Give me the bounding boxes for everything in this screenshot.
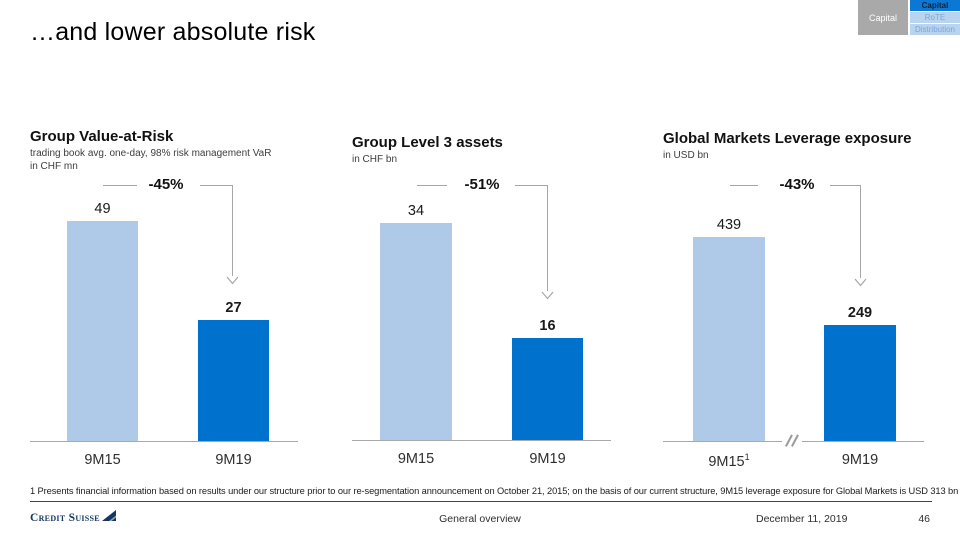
tab-rote[interactable]: RoTE — [910, 12, 960, 23]
x-label-9m15: 9M15 — [397, 451, 435, 467]
footnote-marker: 1 — [744, 452, 750, 462]
bar-9m15 — [67, 221, 138, 441]
sail-icon — [101, 510, 116, 521]
arrow-down-icon — [541, 291, 554, 300]
agenda-tab-list: Capital RoTE Distribution — [910, 0, 960, 36]
delta-line-left — [103, 185, 137, 186]
brand-logo: Credit Suisse — [30, 510, 117, 525]
bar-9m15 — [380, 223, 452, 440]
brand-logo-text: Credit Suisse — [30, 512, 100, 524]
value-label-9m19: 16 — [539, 318, 556, 334]
bar-9m19 — [512, 338, 583, 440]
delta-line-left — [730, 185, 758, 186]
chart-title: Global Markets Leverage exposure — [663, 130, 912, 147]
plot-area: 34 16 — [352, 134, 611, 441]
chart-title: Group Level 3 assets — [352, 134, 503, 151]
value-label-9m15: 34 — [407, 203, 425, 219]
bar-9m19 — [824, 325, 896, 441]
delta-line-left — [417, 185, 447, 186]
value-label-9m15: 49 — [94, 201, 111, 217]
chart-group-value-at-risk: Group Value-at-Risk trading book avg. on… — [30, 128, 302, 490]
value-label-9m19: 27 — [225, 300, 242, 316]
chart-unit: in CHF bn — [352, 154, 398, 165]
x-label-9m19: 9M19 — [841, 452, 879, 468]
delta-line-vertical — [232, 185, 233, 276]
tab-distribution-label: Distribution — [914, 25, 955, 34]
tab-rote-label: RoTE — [924, 13, 946, 22]
x-label-9m15: 9M151 — [693, 452, 765, 470]
chart-unit: in USD bn — [663, 150, 709, 161]
x-label-9m19: 9M19 — [215, 452, 252, 468]
delta-label: -45% — [148, 176, 184, 193]
delta-line-vertical — [860, 185, 861, 278]
bar-9m15 — [693, 237, 765, 441]
chart-gm-leverage-exposure: Global Markets Leverage exposure in USD … — [663, 130, 929, 490]
arrow-down-icon — [226, 276, 239, 285]
chart-title: Group Value-at-Risk — [30, 128, 174, 145]
delta-label: -43% — [779, 176, 815, 193]
page-title: …and lower absolute risk — [30, 18, 316, 46]
delta-line-right — [200, 185, 233, 186]
value-label-9m19: 249 — [847, 305, 873, 321]
axis-break-icon — [782, 433, 802, 449]
chart-group-level3-assets: Group Level 3 assets in CHF bn 34 16 9M1… — [352, 134, 616, 490]
x-label-9m15: 9M15 — [84, 452, 121, 468]
tab-capital[interactable]: Capital — [910, 0, 960, 11]
tab-capital-label: Capital — [921, 1, 949, 10]
chart-subtitle: trading book avg. one-day, 98% risk mana… — [30, 148, 272, 159]
arrow-down-icon — [854, 278, 867, 287]
x-label-text: 9M15 — [708, 453, 745, 470]
x-label-9m19: 9M19 — [529, 451, 566, 467]
footer-section: General overview — [439, 513, 521, 525]
footer-date: December 11, 2019 — [756, 513, 848, 525]
delta-line-right — [515, 185, 547, 186]
section-indicator-capital: Capital — [858, 0, 908, 35]
tab-distribution[interactable]: Distribution — [910, 24, 960, 35]
plot-area: 49 27 — [30, 128, 298, 442]
value-label-9m15: 439 — [716, 217, 742, 233]
chart-unit: in CHF mn — [30, 161, 78, 173]
bar-9m19 — [198, 320, 269, 441]
delta-line-vertical — [547, 185, 548, 291]
delta-label: -51% — [464, 176, 500, 193]
plot-area: 439 249 — [663, 130, 924, 449]
delta-line-right — [830, 185, 860, 186]
footnote: 1 Presents financial information based o… — [30, 486, 958, 502]
footer-page-number: 46 — [918, 513, 930, 525]
section-indicator-label: Capital — [868, 12, 897, 23]
